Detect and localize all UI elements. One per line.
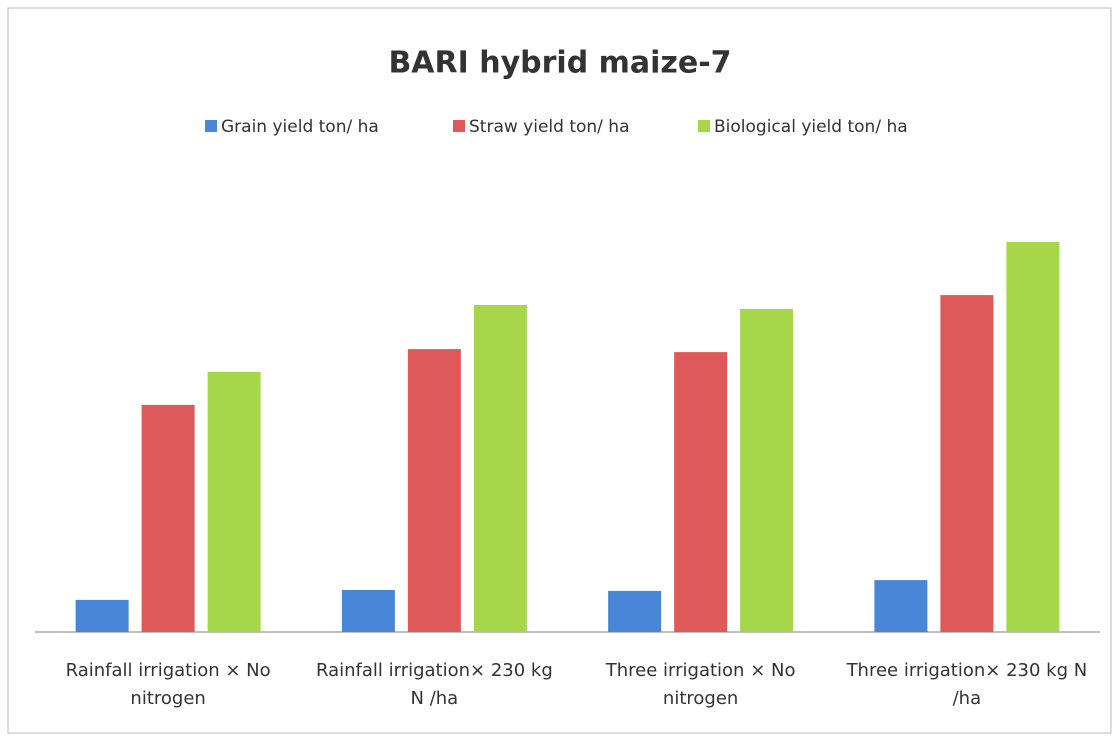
bar [141,404,195,632]
bar [608,590,662,632]
bar [207,371,261,632]
bar [740,308,794,632]
bar [940,295,994,632]
bar [75,599,129,632]
bar [874,580,928,632]
bar [341,590,395,632]
bar [407,349,461,632]
legend-swatch [698,120,710,132]
x-tick-label: Three irrigation× 230 kg N /ha [846,660,1088,709]
legend-label: Grain yield ton/ ha [221,117,379,137]
bar [473,305,527,632]
x-tick-label: Three irrigation × No nitrogen [605,660,796,709]
legend-label: Straw yield ton/ ha [469,117,630,137]
bar [1006,242,1060,632]
frame [7,7,1112,734]
legend-label: Biological yield ton/ ha [714,117,908,137]
bar [674,352,728,632]
x-tick-label: Rainfall irrigation × No nitrogen [65,660,271,709]
x-tick-label: Rainfall irrigation× 230 kg N /ha [315,660,553,709]
legend-swatch [453,120,465,132]
chart-title: BARI hybrid maize-7 [388,46,731,81]
legend-swatch [205,120,217,132]
